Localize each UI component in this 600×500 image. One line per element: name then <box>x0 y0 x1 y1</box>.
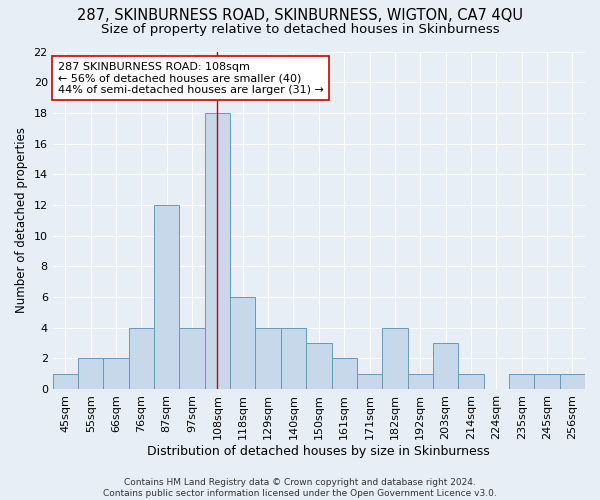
Y-axis label: Number of detached properties: Number of detached properties <box>15 127 28 313</box>
Bar <box>179 328 205 389</box>
Bar <box>230 297 256 389</box>
X-axis label: Distribution of detached houses by size in Skinburness: Distribution of detached houses by size … <box>148 444 490 458</box>
Bar <box>154 205 179 389</box>
Bar <box>306 343 332 389</box>
Bar <box>407 374 433 389</box>
Bar <box>382 328 407 389</box>
Bar <box>458 374 484 389</box>
Bar <box>129 328 154 389</box>
Bar <box>509 374 535 389</box>
Text: Size of property relative to detached houses in Skinburness: Size of property relative to detached ho… <box>101 22 499 36</box>
Text: 287 SKINBURNESS ROAD: 108sqm
← 56% of detached houses are smaller (40)
44% of se: 287 SKINBURNESS ROAD: 108sqm ← 56% of de… <box>58 62 324 95</box>
Bar <box>205 113 230 389</box>
Bar <box>53 374 78 389</box>
Text: 287, SKINBURNESS ROAD, SKINBURNESS, WIGTON, CA7 4QU: 287, SKINBURNESS ROAD, SKINBURNESS, WIGT… <box>77 8 523 22</box>
Bar <box>281 328 306 389</box>
Bar <box>433 343 458 389</box>
Bar <box>256 328 281 389</box>
Bar <box>103 358 129 389</box>
Bar <box>357 374 382 389</box>
Bar <box>560 374 585 389</box>
Bar <box>78 358 103 389</box>
Bar <box>332 358 357 389</box>
Text: Contains HM Land Registry data © Crown copyright and database right 2024.
Contai: Contains HM Land Registry data © Crown c… <box>103 478 497 498</box>
Bar <box>535 374 560 389</box>
